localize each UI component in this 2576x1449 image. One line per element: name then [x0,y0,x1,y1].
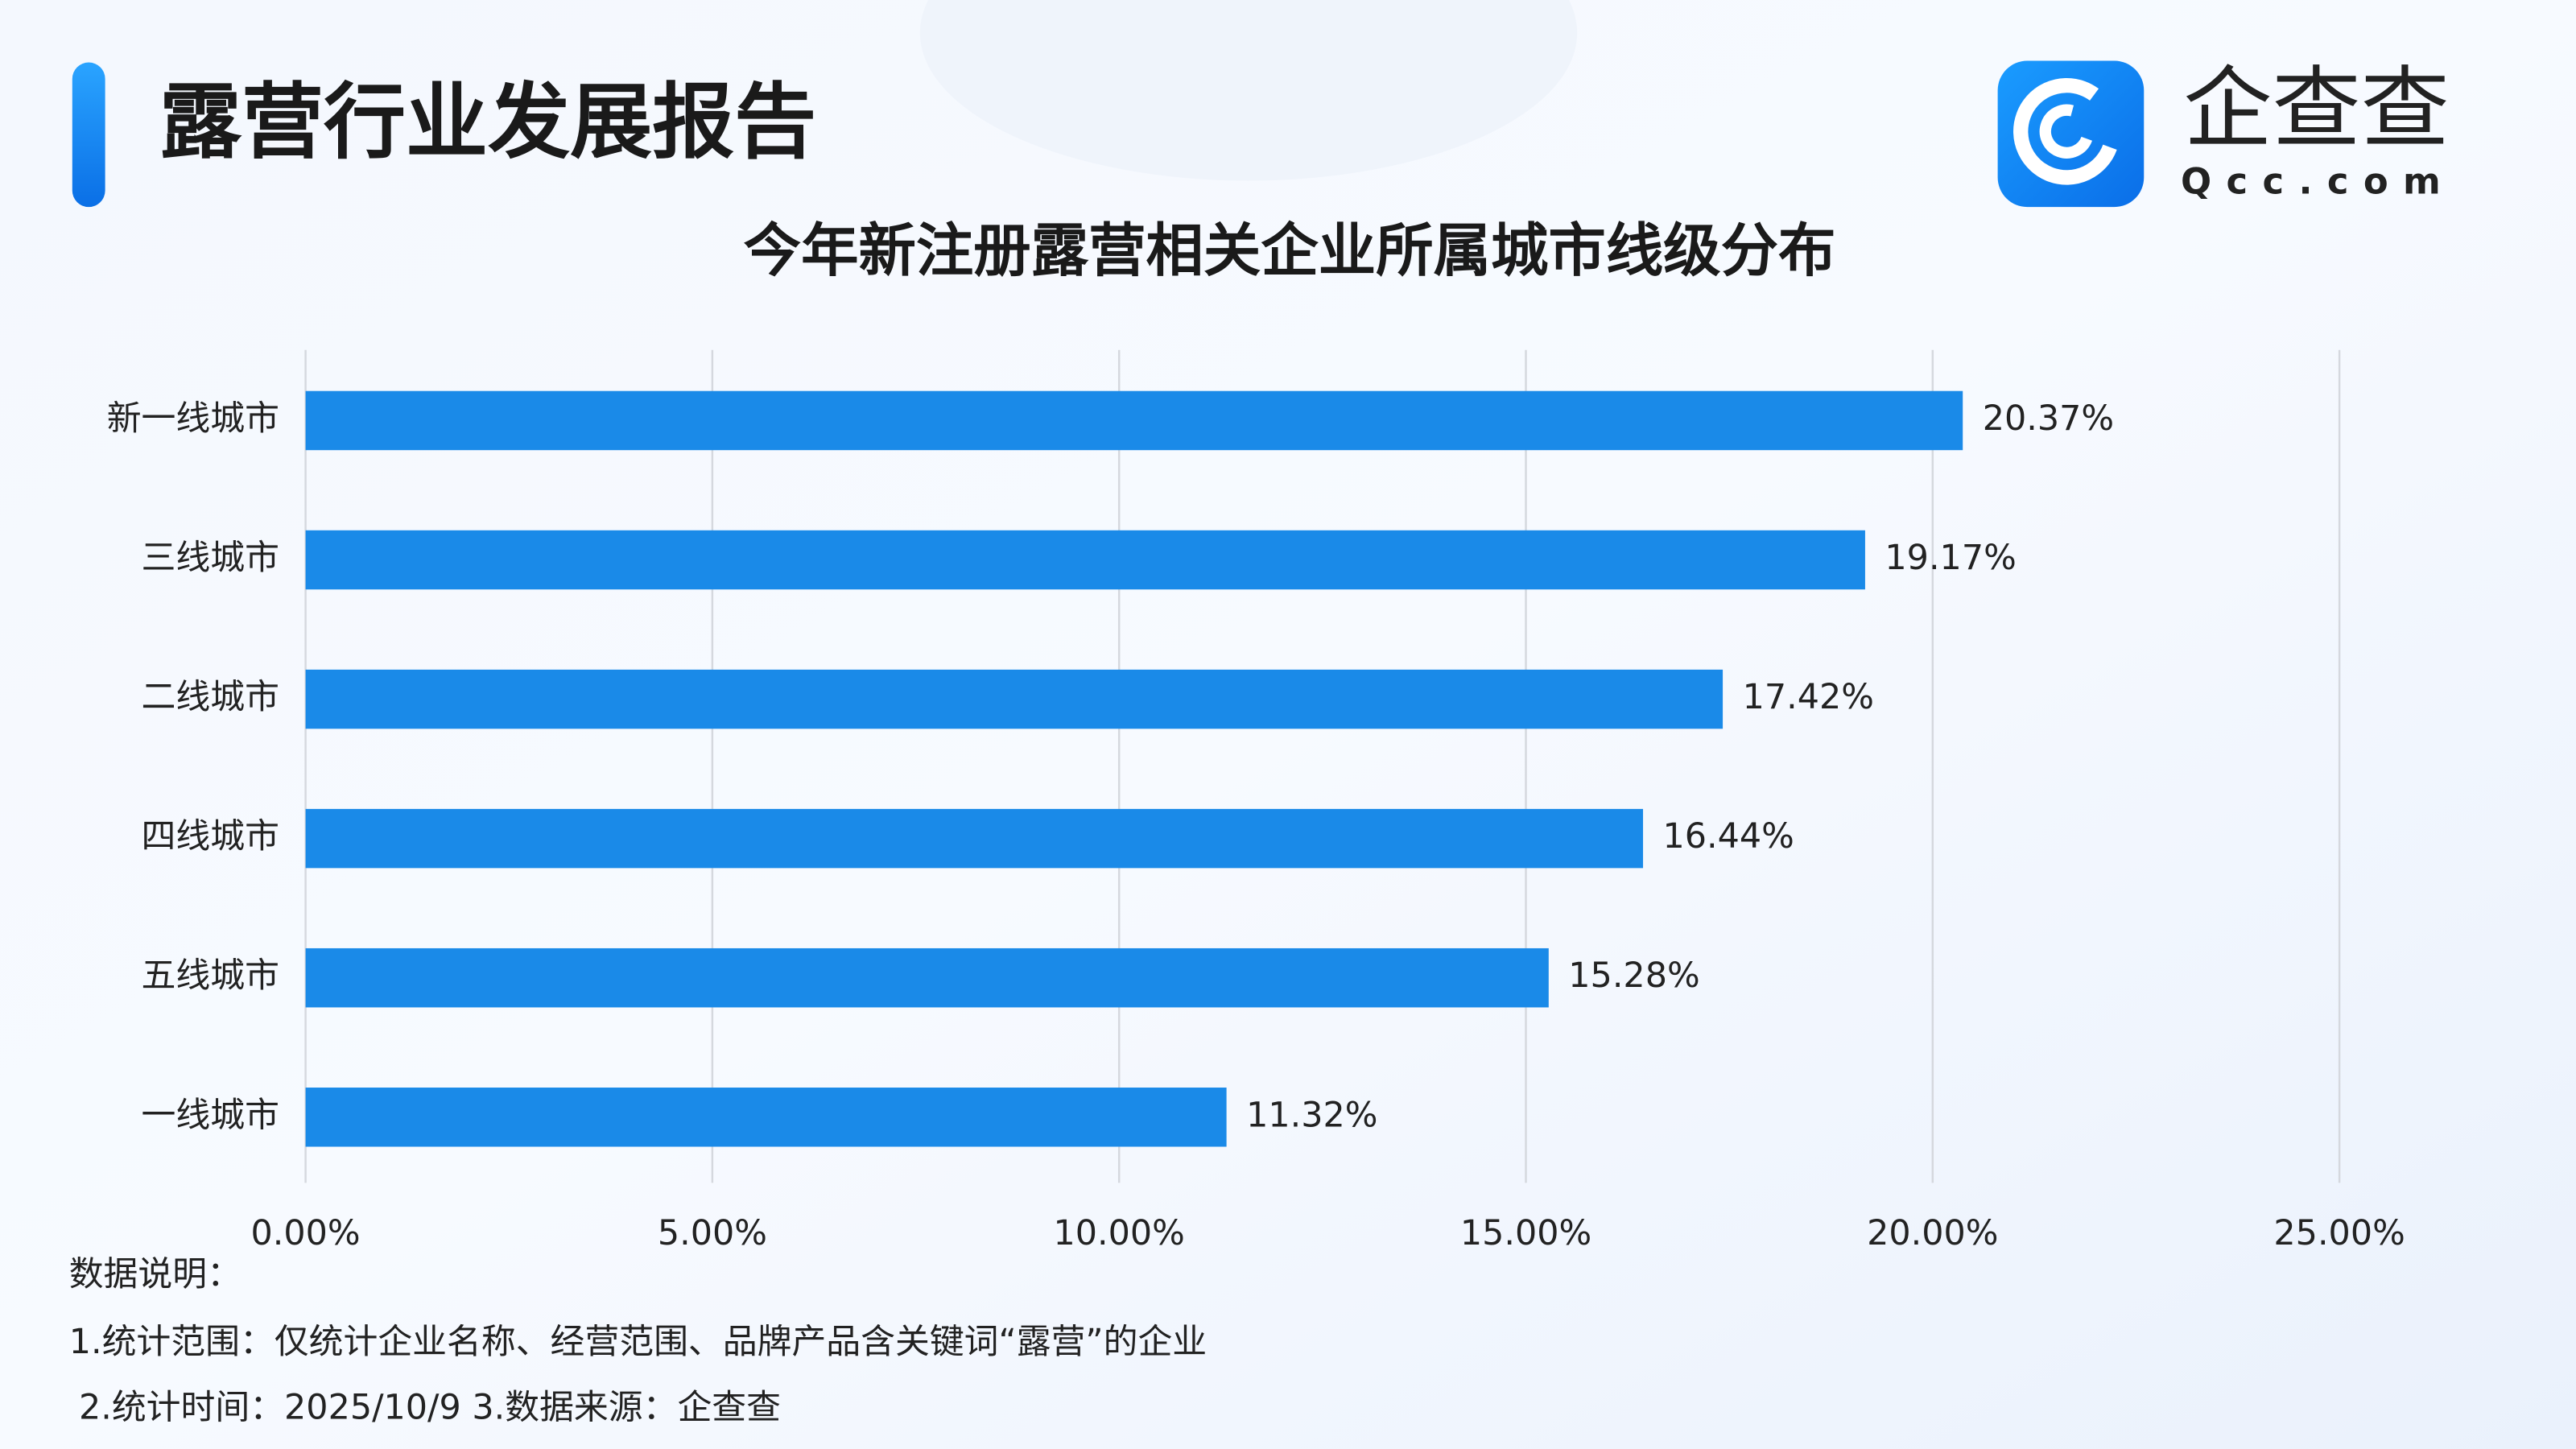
value-label: 20.37% [1983,398,2114,439]
y-tick-label: 新一线城市 [107,398,279,439]
logo: 企查查 Qcc.com [1997,57,2455,208]
y-tick-label: 三线城市 [142,538,279,578]
y-tick-label: 四线城市 [142,816,279,857]
chart-title: 今年新注册露营相关企业所属城市线级分布 [744,217,1836,284]
page-title: 露营行业发展报告 [159,75,816,171]
note: 2.统计时间：2025/10/9 3.数据来源：企查查 [79,1388,781,1428]
bar [305,1088,1227,1147]
x-tick-label: 0.00% [251,1213,361,1253]
notes: 数据说明： 1.统计范围：仅统计企业名称、经营范围、品牌产品含关键词“露营”的企业… [69,1254,1207,1427]
bar [305,390,1963,451]
decoration [919,0,1578,181]
y-tick-label: 五线城市 [142,956,279,996]
bar [305,947,1549,1008]
value-label: 11.32% [1246,1095,1377,1135]
value-label: 16.44% [1663,816,1794,857]
logo-name: 企查查 [2183,57,2450,160]
x-tick-label: 25.00% [2273,1213,2405,1253]
x-tick-label: 15.00% [1460,1213,1591,1253]
y-tick-label: 二线城市 [142,677,279,717]
value-label: 17.42% [1743,677,1874,717]
x-tick-label: 10.00% [1054,1213,1185,1253]
value-label: 15.28% [1568,956,1699,996]
bar [305,669,1724,729]
y-tick-label: 一线城市 [142,1095,279,1135]
x-tick-label: 20.00% [1867,1213,1998,1253]
accent-bar [72,62,105,208]
value-label: 19.17% [1885,538,2016,578]
note: 数据说明： [69,1254,242,1294]
logo-domain: Qcc.com [2181,160,2455,203]
bar [305,530,1865,590]
bar [305,808,1644,869]
x-tick-label: 5.00% [658,1213,767,1253]
note: 1.统计范围：仅统计企业名称、经营范围、品牌产品含关键词“露营”的企业 [69,1322,1207,1362]
